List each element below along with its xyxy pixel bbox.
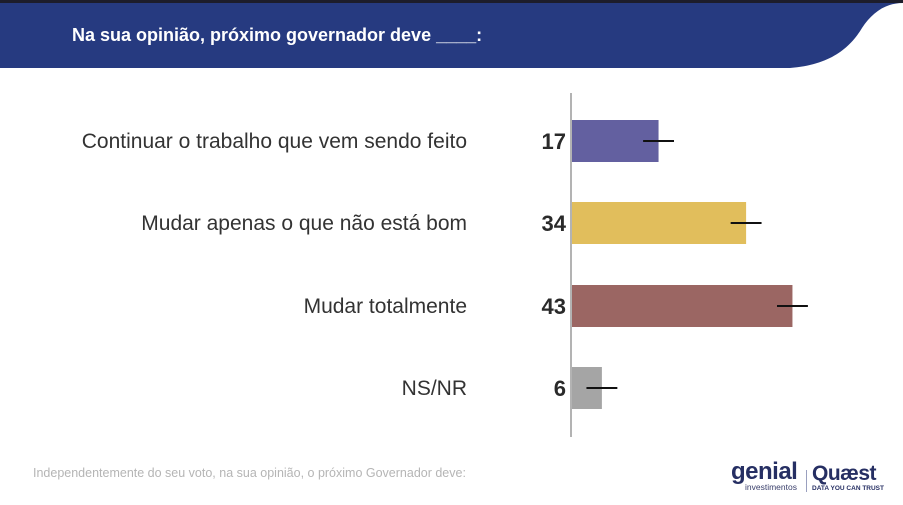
category-label: NS/NR [402, 377, 467, 400]
data-label: 6 [554, 376, 566, 401]
data-label: 34 [542, 211, 567, 236]
top-border [0, 0, 903, 3]
data-label: 17 [542, 129, 566, 154]
chart-title: Na sua opinião, próximo governador deve … [72, 25, 483, 45]
category-label: Continuar o trabalho que vem sendo feito [82, 130, 467, 153]
quaest-logo-text: Quæst [812, 462, 877, 485]
header-banner: Na sua opinião, próximo governador deve … [0, 3, 903, 68]
quaest-logo: Quæst DATA YOU CAN TRUST [812, 463, 884, 493]
quaest-logo-subtext: DATA YOU CAN TRUST [812, 485, 884, 492]
genial-logo: genial investimentos [731, 458, 798, 493]
genial-logo-text: genial [731, 458, 798, 485]
header-swoosh-decoration [790, 3, 903, 68]
category-label: Mudar totalmente [304, 295, 467, 318]
genial-logo-subtext: investimentos [745, 482, 797, 492]
bar [571, 202, 747, 244]
data-label: 43 [542, 294, 566, 319]
bar [571, 285, 793, 327]
footnote: Independentemente do seu voto, na sua op… [33, 466, 466, 480]
logo-divider [806, 470, 807, 492]
category-label: Mudar apenas o que não está bom [141, 212, 467, 235]
